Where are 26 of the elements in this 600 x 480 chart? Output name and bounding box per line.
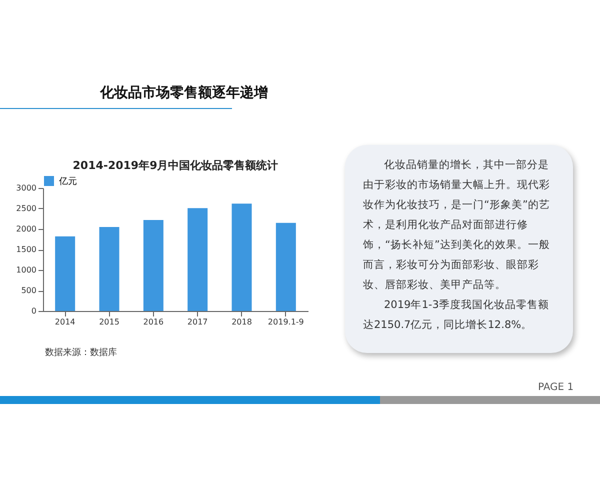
chart-title: 化妆品市场零售额逐年递增 [100, 84, 268, 102]
bar [143, 220, 164, 311]
x-tick-label: 2019.1-9 [268, 318, 304, 326]
source-note: 数据来源：数据库 [45, 346, 117, 359]
chart-subtitle: 2014-2019年9月中国化妆品零售额统计 [72, 159, 278, 172]
y-tick-label: 0 [31, 306, 36, 316]
y-tick-label: 3000 [16, 184, 36, 192]
y-tick-label: 2500 [16, 204, 36, 213]
y-tick-label: 1000 [16, 266, 36, 274]
x-tick-label: 2015 [99, 318, 120, 326]
x-tick-label: 2014 [54, 318, 76, 326]
bar [188, 208, 208, 311]
x-tick-label: 2018 [232, 318, 252, 326]
text: PAGE 1 [538, 382, 574, 393]
y-tick-label: 500 [21, 286, 36, 295]
x-tick-label: 2016 [143, 318, 164, 326]
y-tick-label: 1500 [16, 245, 36, 254]
text: 化妆品销量的增长，其中一部分是由于彩妆的市场销量大幅上升。现代彩妆作为化妆技巧，是一门“形象美”的艺术，是利用化妆产品对面部进行修饰，“扬长补短”达到美化的效果。一般而言，彩妆可分为面部彩妆、眼部彩妆、唇部彩妆、美甲产品等。 [363, 158, 551, 293]
bar [276, 222, 296, 311]
bar [232, 204, 252, 311]
y-tick-label: 2000 [16, 224, 36, 234]
bar [55, 236, 76, 311]
bar [99, 226, 120, 311]
text: 2019年1-3季度我国化妆品零售额达2150.7亿元，同比增长12.8%。 [363, 298, 550, 333]
legend-label: 亿元 [58, 176, 77, 187]
x-tick-label: 2017 [187, 318, 208, 326]
